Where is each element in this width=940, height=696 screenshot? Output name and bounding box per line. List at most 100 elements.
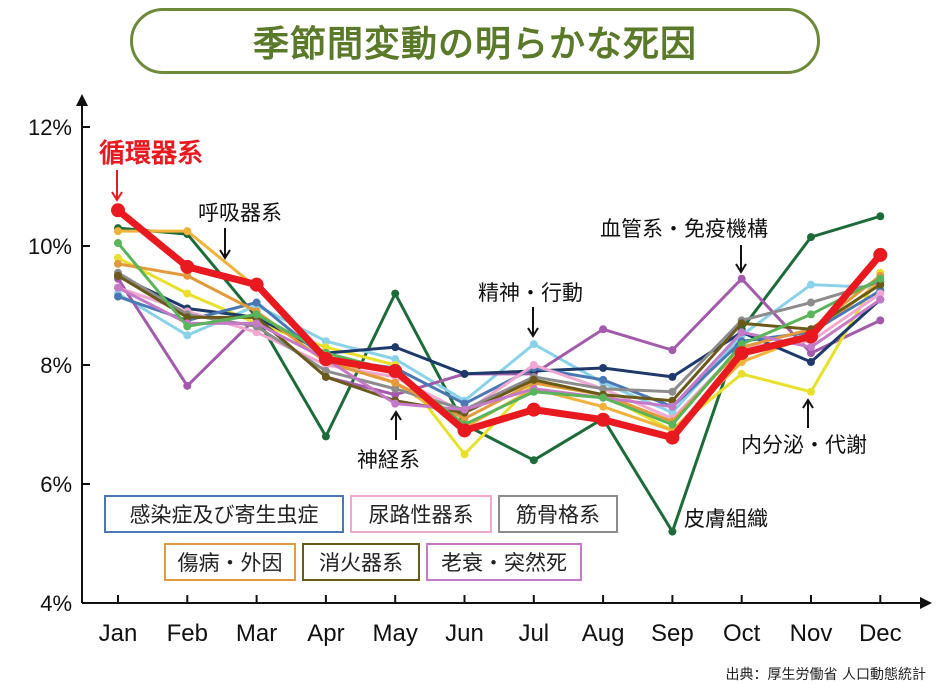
data-point	[596, 412, 611, 427]
data-point	[737, 369, 746, 378]
data-point	[873, 247, 888, 262]
annotation-label: 内分泌・代謝	[741, 433, 867, 457]
legend-item-musculoskeletal: 筋骨格系	[498, 495, 618, 533]
chart-title: 季節間変動の明らかな死因	[130, 8, 820, 74]
data-point	[460, 399, 469, 408]
legend-item-injury: 傷病・外因	[164, 543, 296, 581]
series-line-13	[114, 206, 884, 442]
data-point	[734, 346, 749, 361]
data-point	[391, 343, 400, 352]
annotation-arrowhead	[527, 327, 539, 338]
data-point	[114, 227, 122, 236]
data-point	[807, 280, 815, 289]
data-point	[807, 358, 815, 367]
data-point	[807, 387, 815, 396]
data-point	[807, 343, 815, 352]
data-point	[391, 378, 400, 387]
data-point	[529, 387, 538, 396]
data-point	[460, 405, 469, 414]
x-tick-label: Apr	[307, 620, 344, 647]
x-tick-label: May	[373, 620, 418, 647]
data-point	[318, 352, 333, 367]
x-tick-label: Dec	[859, 620, 902, 647]
data-point	[460, 450, 469, 459]
legend-item-senility: 老衰・突然死	[426, 543, 582, 581]
data-point	[180, 259, 195, 274]
legend-item-digestive: 消火器系	[302, 543, 420, 581]
data-point	[183, 322, 192, 331]
data-point	[529, 340, 538, 349]
annotation-arrowhead	[390, 410, 402, 421]
data-point	[668, 527, 677, 536]
data-point	[668, 372, 677, 381]
x-tick-label: Jul	[518, 620, 549, 647]
data-point	[321, 432, 330, 441]
data-point	[252, 298, 261, 307]
data-point	[876, 280, 885, 289]
data-point	[321, 366, 330, 375]
data-point	[737, 319, 746, 328]
series-line-0	[116, 214, 882, 534]
data-point	[529, 361, 538, 369]
data-point	[529, 456, 538, 465]
data-point	[807, 233, 815, 242]
data-point	[391, 384, 400, 393]
data-point	[737, 340, 746, 349]
annotation-arrowhead	[802, 398, 814, 409]
data-point	[668, 387, 677, 396]
data-point	[114, 292, 122, 301]
y-axis-arrow	[76, 94, 88, 106]
data-point	[321, 372, 330, 381]
x-axis-arrow	[920, 597, 932, 609]
series-line-12	[116, 241, 882, 426]
data-point	[737, 274, 746, 283]
data-point	[183, 289, 192, 298]
annotation-label: 精神・行動	[478, 281, 583, 305]
data-point	[252, 310, 261, 319]
x-tick-label: Jun	[445, 620, 484, 647]
annotation-label: 皮膚組織	[684, 507, 768, 531]
data-point	[388, 363, 403, 378]
data-point	[460, 414, 469, 423]
data-point	[876, 316, 885, 325]
data-point	[807, 298, 815, 307]
x-tick-label: Oct	[723, 620, 761, 647]
data-point	[876, 289, 885, 298]
annotation-label: 血管系・免疫機構	[600, 217, 768, 241]
data-point	[391, 399, 400, 408]
data-point	[252, 328, 261, 337]
data-point	[807, 310, 815, 319]
annotation-label: 神経系	[357, 448, 420, 472]
data-point	[183, 331, 192, 340]
data-point	[183, 227, 192, 236]
data-point	[807, 349, 815, 358]
data-point	[114, 283, 122, 292]
legend-item-infection: 感染症及び寄生虫症	[104, 495, 344, 533]
legend-item-urinary: 尿路性器系	[350, 495, 492, 533]
data-point	[529, 375, 538, 384]
y-tick-label: 6%	[40, 472, 72, 497]
data-point	[457, 423, 472, 438]
data-point	[526, 402, 541, 417]
data-point	[391, 355, 400, 364]
y-tick-label: 12%	[28, 115, 72, 140]
x-tick-label: Aug	[582, 620, 625, 647]
data-point	[665, 430, 680, 445]
data-point	[804, 329, 818, 344]
data-point	[321, 343, 330, 352]
x-tick-label: Feb	[167, 620, 208, 647]
data-point	[599, 325, 608, 334]
annotation-label: 呼吸器系	[198, 201, 282, 225]
data-point	[599, 375, 608, 384]
series-line-7	[116, 286, 882, 421]
data-point	[391, 289, 400, 298]
data-point	[668, 420, 677, 429]
data-point	[114, 259, 122, 268]
data-point	[114, 253, 122, 262]
y-tick-label: 4%	[40, 591, 72, 616]
x-tick-label: Nov	[790, 620, 833, 647]
data-point	[668, 346, 677, 355]
data-point	[599, 393, 608, 402]
x-tick-label: Mar	[236, 620, 277, 647]
source-note: 出典：厚生労働省 人口動態統計	[725, 667, 926, 683]
